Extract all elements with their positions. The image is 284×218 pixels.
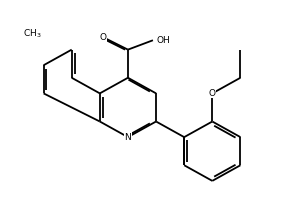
Text: CH$_3$: CH$_3$	[23, 28, 42, 40]
Text: O: O	[209, 89, 216, 98]
Text: O: O	[99, 33, 106, 42]
Text: N: N	[125, 133, 131, 142]
Text: OH: OH	[156, 36, 170, 45]
